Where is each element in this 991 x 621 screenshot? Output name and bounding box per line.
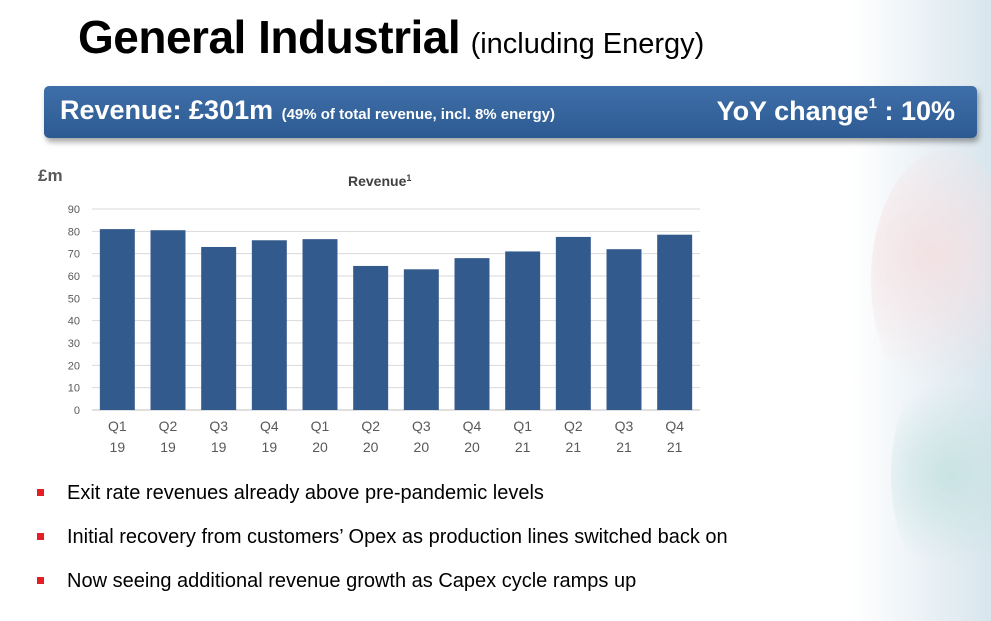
x-tick-label: 20 — [414, 439, 430, 455]
bar — [454, 258, 490, 410]
y-tick-label: 80 — [68, 226, 80, 238]
x-tick-label: Q2 — [159, 418, 178, 434]
yoy-change: YoY change1 : 10% — [717, 95, 955, 127]
y-tick-label: 10 — [68, 383, 80, 395]
y-tick-label: 0 — [74, 405, 80, 417]
y-tick-label: 70 — [68, 249, 80, 261]
background-decoration-blob — [891, 360, 991, 590]
x-tick-label: 19 — [262, 439, 278, 455]
x-tick-label: 21 — [566, 439, 582, 455]
y-tick-label: 50 — [68, 293, 80, 305]
revenue-banner: Revenue: £301m (49% of total revenue, in… — [44, 86, 977, 138]
bar — [302, 239, 338, 410]
bar — [99, 229, 135, 410]
yoy-footnote: 1 — [868, 95, 877, 112]
x-tick-label: 21 — [667, 439, 683, 455]
bullet-text: Now seeing additional revenue growth as … — [67, 570, 637, 592]
x-tick-label: Q4 — [260, 418, 279, 434]
x-tick-label: Q3 — [615, 418, 634, 434]
x-tick-label: Q2 — [361, 418, 380, 434]
bullet-marker — [37, 577, 44, 584]
y-tick-label: 60 — [68, 271, 80, 283]
yoy-value: : 10% — [876, 96, 955, 126]
chart-title: Revenue1 — [348, 173, 411, 189]
x-tick-label: 21 — [515, 439, 531, 455]
y-tick-label: 30 — [68, 338, 80, 350]
x-tick-label: 20 — [312, 439, 328, 455]
bar — [201, 246, 237, 410]
x-tick-label: Q2 — [564, 418, 583, 434]
x-tick-label: Q4 — [665, 418, 684, 434]
y-tick-label: 20 — [68, 360, 80, 372]
yoy-label: YoY change — [716, 96, 869, 126]
revenue-value: Revenue: £301m — [60, 95, 274, 125]
title-sub: (including Energy) — [470, 28, 705, 60]
bar — [150, 230, 186, 410]
bullet-marker — [37, 489, 44, 496]
bullet-marker — [37, 533, 44, 540]
bar — [657, 234, 693, 410]
bar — [606, 249, 642, 410]
x-tick-label: Q1 — [311, 418, 330, 434]
bar — [555, 236, 591, 410]
x-tick-label: Q1 — [108, 418, 127, 434]
bar — [403, 269, 439, 410]
bar — [505, 251, 541, 410]
page-title: General Industrial (including Energy) — [78, 10, 704, 64]
x-tick-label: 20 — [363, 439, 379, 455]
y-tick-label: 40 — [68, 316, 80, 328]
x-tick-label: 21 — [616, 439, 632, 455]
x-tick-label: 19 — [110, 439, 126, 455]
bullet-text: Initial recovery from customers’ Opex as… — [67, 526, 728, 548]
chart-unit-label: £m — [38, 166, 63, 185]
x-tick-label: 19 — [160, 439, 176, 455]
x-tick-label: Q4 — [463, 418, 482, 434]
revenue-note: (49% of total revenue, incl. 8% energy) — [281, 106, 555, 123]
x-tick-label: Q3 — [412, 418, 431, 434]
banner-revenue: Revenue: £301m (49% of total revenue, in… — [60, 95, 555, 126]
chart-title-footnote: 1 — [406, 173, 412, 183]
x-tick-label: Q3 — [209, 418, 228, 434]
x-tick-label: Q1 — [513, 418, 532, 434]
x-tick-label: 20 — [464, 439, 480, 455]
bar — [251, 240, 287, 410]
y-tick-label: 90 — [68, 204, 80, 216]
x-tick-label: 19 — [211, 439, 227, 455]
chart-title-text: Revenue — [348, 173, 407, 189]
title-main: General Industrial — [78, 11, 461, 63]
bar — [353, 265, 389, 410]
bullet-text: Exit rate revenues already above pre-pan… — [67, 482, 544, 504]
